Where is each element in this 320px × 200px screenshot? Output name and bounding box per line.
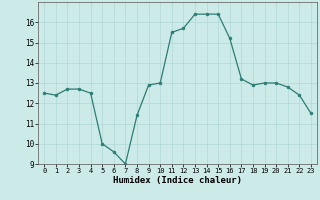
X-axis label: Humidex (Indice chaleur): Humidex (Indice chaleur) — [113, 176, 242, 185]
